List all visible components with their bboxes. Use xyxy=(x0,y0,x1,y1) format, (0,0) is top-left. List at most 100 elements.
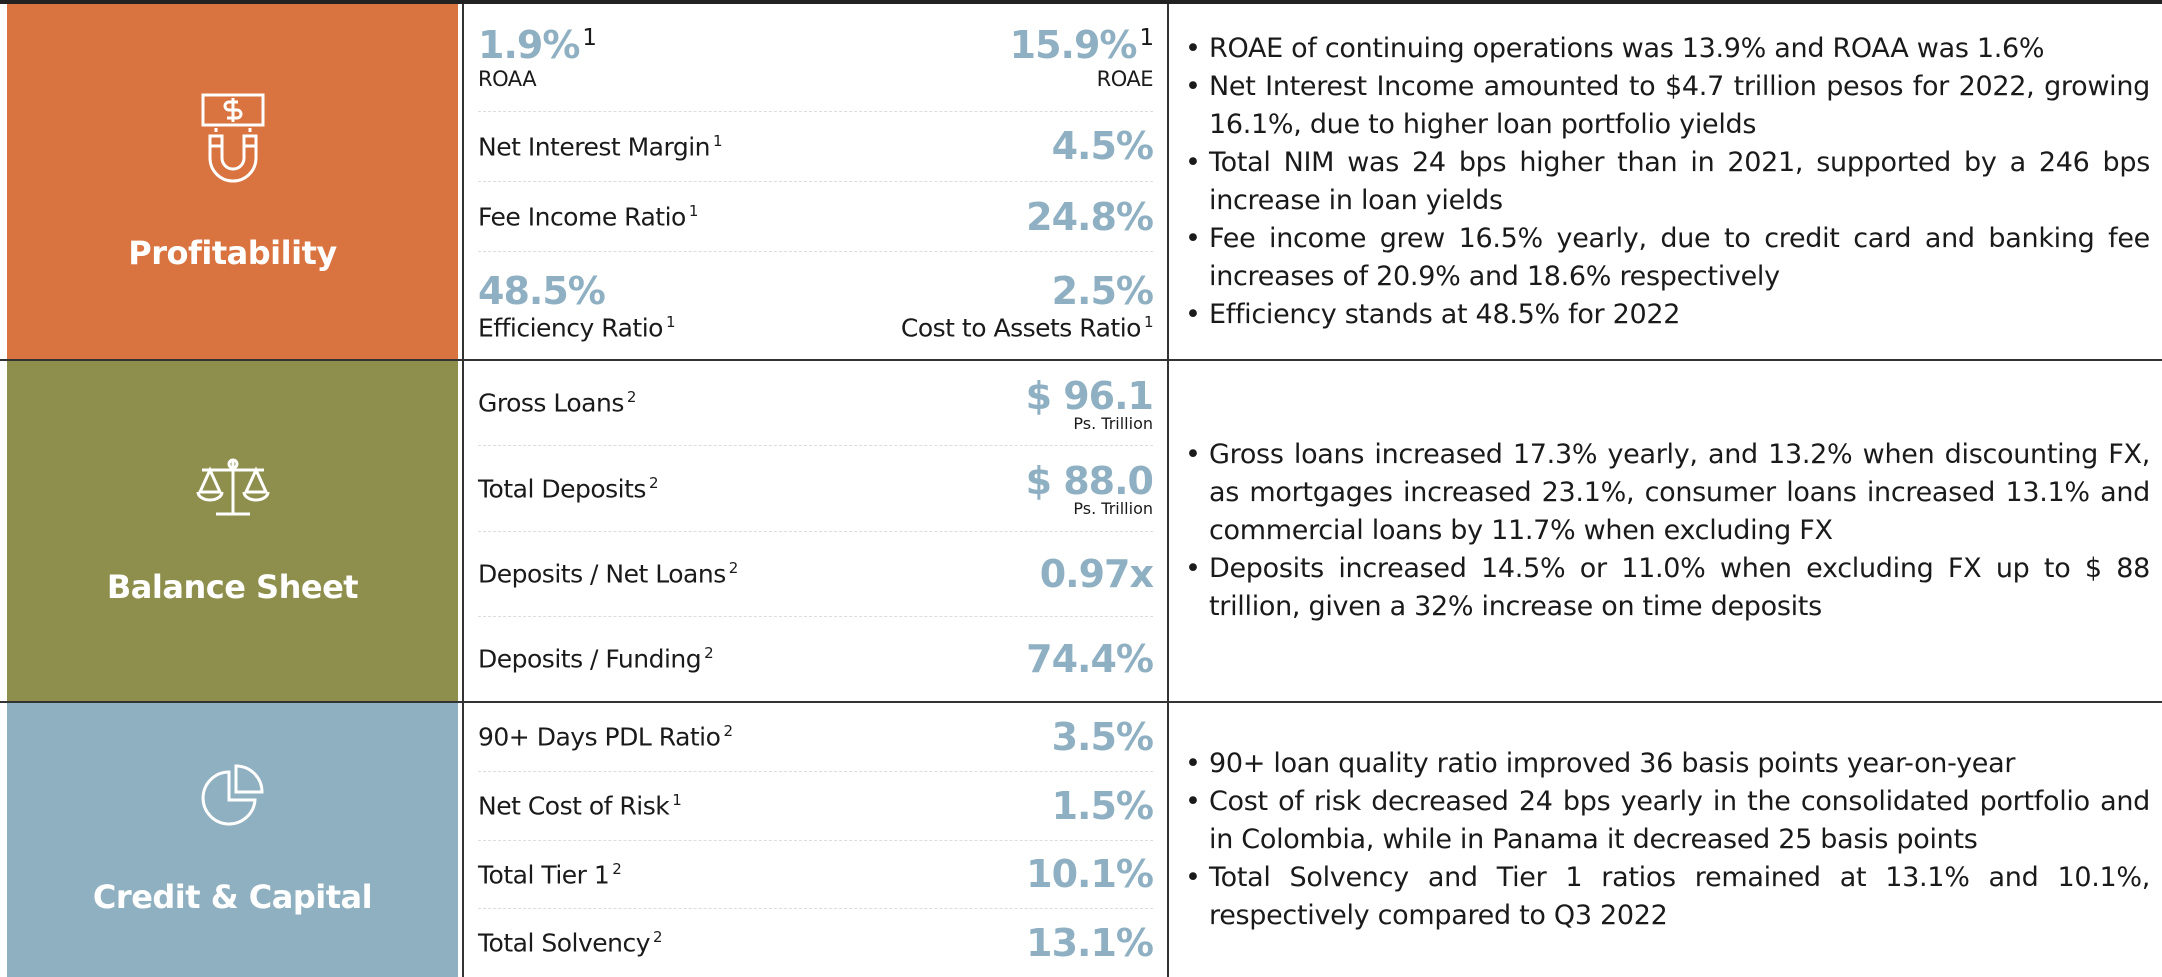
bullet: Efficiency stands at 48.5% for 2022 xyxy=(1183,296,2150,334)
metric-label: Gross Loans 2 xyxy=(478,388,636,417)
metric-label: Fee Income Ratio 1 xyxy=(478,202,698,231)
bullet: Net Interest Income amounted to $4.7 tri… xyxy=(1183,68,2150,144)
footnote: 2 xyxy=(626,388,637,407)
value-box: 0.97x xyxy=(1039,551,1154,596)
bullet: Fee income grew 16.5% yearly, due to cre… xyxy=(1183,220,2150,296)
label-text: Total Solvency xyxy=(478,928,651,958)
label-text: Deposits / Funding xyxy=(478,644,702,674)
metric-label: Net Interest Margin 1 xyxy=(478,131,723,162)
bullet: Deposits increased 14.5% or 11.0% when e… xyxy=(1183,550,2150,626)
metric-label: 90+ Days PDL Ratio 2 xyxy=(478,722,733,751)
metric-cell: 15.9% 1 ROAE xyxy=(1009,4,1154,111)
section-label: Credit & Capital xyxy=(92,878,373,916)
metric-value: 3.5% xyxy=(1051,714,1154,759)
metric-label: Deposits / Funding 2 xyxy=(478,644,714,674)
metric-label: Cost to Assets Ratio 1 xyxy=(900,312,1154,343)
value-box: 10.1% xyxy=(1026,852,1154,897)
footnote: 1 xyxy=(672,790,682,809)
value-box: 4.5% xyxy=(1051,124,1154,169)
value-box: $ 96.1 Ps. Trillion xyxy=(1025,373,1154,433)
section-label: Profitability xyxy=(128,233,337,272)
metric-value: 10.1% xyxy=(1026,852,1154,897)
footnote: 1 xyxy=(665,312,676,331)
label-text: ROAA xyxy=(478,67,537,92)
metric-value: $ 96.1 xyxy=(1025,373,1154,418)
label-text: Fee Income Ratio xyxy=(478,202,686,232)
label-text: Cost to Assets Ratio xyxy=(900,313,1142,343)
label-text: Efficiency Ratio xyxy=(478,313,663,343)
icon xyxy=(196,458,269,516)
icon xyxy=(201,764,264,826)
bullet: Total NIM was 24 bps higher than in 2021… xyxy=(1183,144,2150,220)
section-header: Profitability xyxy=(7,4,458,359)
metric-row: Fee Income Ratio 1 24.8% xyxy=(478,182,1154,253)
value-text: 2.5% xyxy=(1051,268,1154,313)
metric-value: 24.8% xyxy=(1026,194,1154,239)
metric-value: 0.97x xyxy=(1039,551,1154,596)
section: Profitability 1.9% 1 ROAA 15.9% 1 ROAE Net Inte… xyxy=(0,4,2162,361)
label-text: Deposits / Net Loans xyxy=(478,559,726,589)
metric-label: ROAA xyxy=(478,67,596,91)
bullet-list: ROAE of continuing operations was 13.9% … xyxy=(1169,4,2162,359)
metric-value: 48.5% xyxy=(478,269,675,313)
metric-row: 1.9% 1 ROAA 15.9% 1 ROAE xyxy=(478,4,1154,112)
section-header: Credit & Capital xyxy=(7,703,458,977)
footnote: 1 xyxy=(582,24,596,51)
metric-cell: 2.5% Cost to Assets Ratio 1 xyxy=(900,252,1154,359)
label-text: Gross Loans xyxy=(478,388,624,418)
metric-value: 15.9% 1 xyxy=(1009,23,1154,68)
metric-value: 2.5% xyxy=(1051,268,1154,313)
label-text: Net Interest Margin xyxy=(478,132,711,162)
footnote: 2 xyxy=(704,644,714,663)
bullet: ROAE of continuing operations was 13.9% … xyxy=(1183,30,2150,68)
metric-cell: 48.5% Efficiency Ratio 1 xyxy=(478,252,675,359)
bullet-list: 90+ loan quality ratio improved 36 basis… xyxy=(1169,703,2162,977)
metric-row: 48.5% Efficiency Ratio 1 2.5% Cost to Assets… xyxy=(478,252,1154,359)
footnote: 2 xyxy=(723,722,733,741)
metric-value: 1.5% xyxy=(1051,783,1154,828)
metric-label: Efficiency Ratio 1 xyxy=(478,313,675,342)
metric-value: 13.1% xyxy=(1026,921,1154,966)
metric-row: Total Tier 1 2 10.1% xyxy=(478,841,1154,910)
section: Credit & Capital 90+ Days PDL Ratio 2 3.5% N… xyxy=(0,703,2162,977)
metric-row: Total Deposits 2 $ 88.0 Ps. Trillion xyxy=(478,446,1154,532)
section-header: Balance Sheet xyxy=(7,361,458,701)
value-box: 24.8% xyxy=(1026,194,1154,239)
value-text: 1.9% xyxy=(478,23,580,68)
metric-label: ROAE xyxy=(1097,67,1154,91)
footnote: 1 xyxy=(713,131,723,150)
metric-row: Deposits / Net Loans 2 0.97x xyxy=(478,532,1154,617)
footnote: 2 xyxy=(648,473,659,492)
metric-value: 4.5% xyxy=(1051,124,1154,169)
footnote: 2 xyxy=(612,859,622,878)
footnote: 1 xyxy=(688,201,699,220)
metrics-table: 1.9% 1 ROAA 15.9% 1 ROAE Net Interest Margin 1 4… xyxy=(462,4,1169,359)
label-text: Net Cost of Risk xyxy=(478,791,670,821)
metric-label: Net Cost of Risk 1 xyxy=(478,790,682,821)
metric-value: $ 88.0 xyxy=(1025,458,1154,503)
footnote: 2 xyxy=(728,558,739,577)
footnote: 1 xyxy=(1139,24,1153,51)
value-text: 15.9% xyxy=(1009,23,1138,68)
metric-value: 1.9% 1 xyxy=(478,23,597,68)
value-box: 74.4% xyxy=(1026,637,1154,681)
bullet: 90+ loan quality ratio improved 36 basis… xyxy=(1183,745,2150,783)
unit-note: Ps. Trillion xyxy=(1073,498,1153,518)
bullet-list: Gross loans increased 17.3% yearly, and … xyxy=(1169,361,2162,701)
footnote: 1 xyxy=(1143,312,1154,331)
metric-label: Total Solvency 2 xyxy=(478,928,663,958)
metric-label: Deposits / Net Loans 2 xyxy=(478,559,738,588)
value-box: 1.5% xyxy=(1051,783,1154,828)
value-box: 13.1% xyxy=(1026,921,1154,966)
metric-row: Net Interest Margin 1 4.5% xyxy=(478,112,1154,182)
metric-row: 90+ Days PDL Ratio 2 3.5% xyxy=(478,703,1154,772)
metrics-table: Gross Loans 2 $ 96.1 Ps. Trillion Total Depo… xyxy=(462,361,1169,701)
icon xyxy=(201,93,264,182)
value-box: $ 88.0 Ps. Trillion xyxy=(1025,458,1154,518)
metric-row: Total Solvency 2 13.1% xyxy=(478,909,1154,977)
metric-row: Gross Loans 2 $ 96.1 Ps. Trillion xyxy=(478,361,1154,447)
metric-row: Deposits / Funding 2 74.4% xyxy=(478,617,1154,701)
metrics-table: 90+ Days PDL Ratio 2 3.5% Net Cost of Risk 1… xyxy=(462,703,1169,977)
